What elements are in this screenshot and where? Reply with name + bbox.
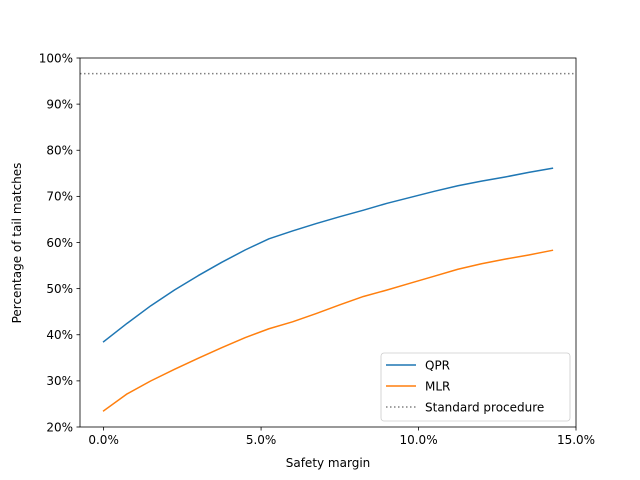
legend: QPR MLR Standard procedure	[380, 352, 571, 422]
y-tick-label: 60%	[46, 236, 73, 250]
x-tick-label: 15.0%	[557, 433, 595, 447]
legend-box	[380, 352, 571, 422]
axes: 0.0% 5.0% 10.0% 15.0% 20% 30% 40% 50% 60% 70% 80% 9…	[39, 51, 595, 447]
y-tick-label: 80%	[46, 144, 73, 158]
x-tick-label: 0.0%	[88, 433, 119, 447]
legend-label-mlr: MLR	[425, 379, 450, 393]
y-tick-label: 40%	[46, 328, 73, 342]
series-line-qpr	[102, 167, 554, 343]
x-axis-label: Safety margin	[286, 456, 371, 470]
legend-label-qpr: QPR	[425, 358, 450, 372]
y-tick-label: 50%	[46, 282, 73, 296]
y-tick-label: 100%	[39, 51, 73, 65]
series-line-mlr	[102, 249, 554, 412]
y-axis-label: Percentage of tail matches	[10, 163, 24, 324]
x-tick-label: 10.0%	[399, 433, 437, 447]
plot-area	[80, 72, 576, 412]
y-tick-label: 30%	[46, 374, 73, 388]
y-tick-label: 90%	[46, 97, 73, 111]
y-tick-label: 70%	[46, 190, 73, 204]
x-tick-label: 5.0%	[246, 433, 277, 447]
legend-label-standard-procedure: Standard procedure	[425, 400, 544, 414]
y-tick-label: 20%	[46, 420, 73, 434]
